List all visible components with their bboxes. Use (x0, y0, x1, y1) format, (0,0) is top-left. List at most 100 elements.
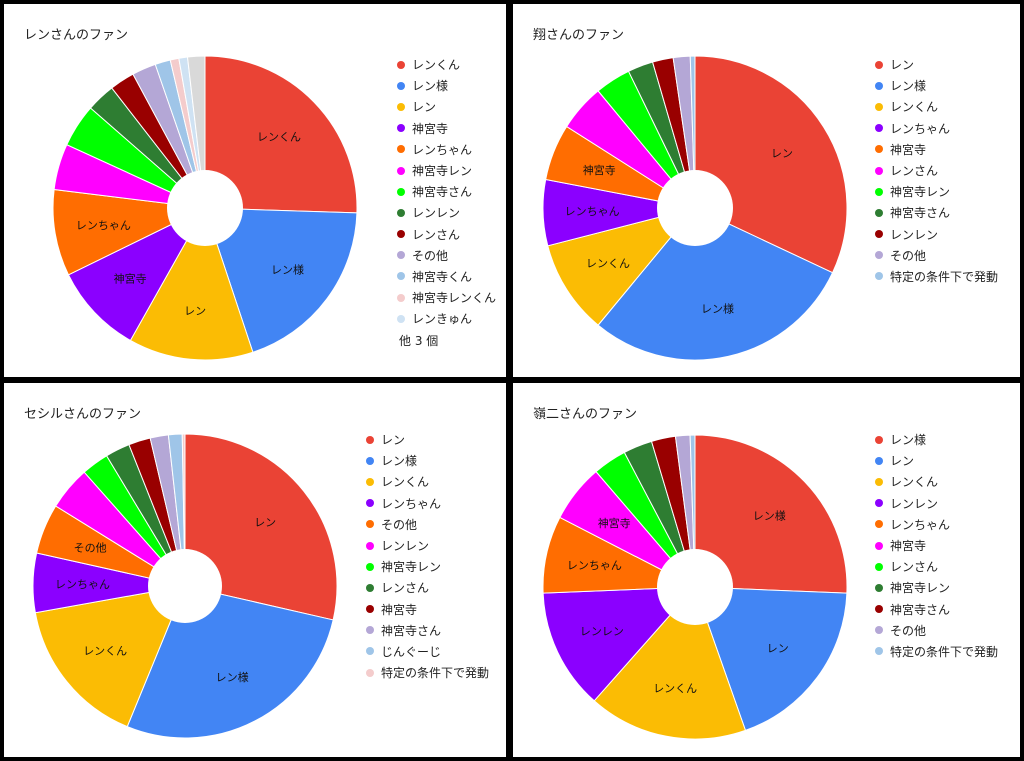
legend-swatch (397, 81, 405, 90)
legend-item[interactable]: その他 (366, 514, 489, 535)
slice-label: レンちゃん (55, 578, 110, 591)
slice-label: レン (771, 147, 793, 160)
pie-slice (52, 188, 207, 276)
chart-panel-cecil: セシルさんのファン レン レン様 レンくん レンちゃん その他 レン レン様 レンくん レンち… (4, 383, 506, 757)
legend-label: 神宮寺くん (412, 269, 473, 284)
legend-item[interactable]: レン (397, 96, 496, 117)
legend-item[interactable]: 特定の条件下で発動 (875, 641, 998, 662)
legend-item[interactable]: レン様 (875, 429, 998, 450)
pie-slice (181, 433, 186, 587)
legend-swatch (875, 435, 883, 444)
chart-title: 翔さんのファン (533, 28, 625, 43)
legend-label: レンレン (381, 539, 430, 554)
legend-item[interactable]: 神宮寺レン (397, 160, 496, 181)
legend-item[interactable]: レンレン (366, 535, 489, 556)
legend-label: その他 (890, 248, 927, 263)
legend-item[interactable]: レン (875, 54, 998, 75)
legend-item[interactable]: レンきゅん (397, 308, 496, 329)
legend-item[interactable]: 神宮寺レン (875, 577, 998, 598)
legend-item[interactable]: レン (875, 450, 998, 471)
legend-label: 神宮寺 (890, 539, 927, 554)
legend-item[interactable]: 神宮寺レンくん (397, 287, 496, 308)
legend-swatch (397, 314, 405, 323)
legend-item[interactable]: 神宮寺 (366, 599, 489, 620)
slice-label: レン様 (216, 670, 249, 684)
legend-more-link[interactable]: 他 3 個 (399, 333, 439, 348)
legend-label: レンレン (412, 206, 461, 221)
legend-swatch (875, 145, 883, 154)
legend-item[interactable]: レンレン (875, 224, 998, 245)
chart-title: レンさんのファン (24, 28, 129, 43)
legend-swatch (366, 562, 374, 571)
legend-item[interactable]: 神宮寺レン (366, 556, 489, 577)
legend-swatch (366, 647, 374, 656)
chart-legend: レンくん レン様 レン 神宮寺 レンちゃん神宮寺レン神宮寺さんレンレンレンさんその他神宮… (397, 54, 496, 351)
legend-item[interactable]: 特定の条件下で発動 (875, 266, 998, 287)
legend-label: レンさん (412, 227, 461, 242)
slice-label: 神宮寺 (598, 516, 631, 530)
slice-label: レン様 (701, 302, 734, 316)
legend-item[interactable]: 神宮寺さん (875, 202, 998, 223)
legend-item[interactable]: 神宮寺さん (397, 181, 496, 202)
legend-label: レンちゃん (381, 496, 442, 511)
legend-item[interactable]: レンさん (397, 224, 496, 245)
legend-item[interactable]: その他 (397, 245, 496, 266)
legend-label: レンさん (381, 581, 430, 596)
legend-item[interactable]: レンくん (397, 54, 496, 75)
legend-item[interactable]: その他 (875, 620, 998, 641)
legend-item[interactable]: レンくん (875, 471, 998, 492)
slice-label: 神宮寺 (114, 272, 147, 286)
legend-item[interactable]: レンちゃん (875, 118, 998, 139)
legend-item[interactable]: レン様 (366, 450, 489, 471)
legend-item[interactable]: 神宮寺さん (366, 620, 489, 641)
legend-item[interactable]: 神宮寺 (875, 535, 998, 556)
legend-item[interactable]: 神宮寺 (875, 139, 998, 160)
legend-item[interactable]: その他 (875, 245, 998, 266)
legend-item[interactable]: レン様 (397, 75, 496, 96)
legend-swatch (366, 583, 374, 592)
legend-item[interactable]: レンちゃん (397, 139, 496, 160)
legend-item[interactable]: 神宮寺さん (875, 599, 998, 620)
legend-label: レン (381, 433, 406, 448)
legend-item[interactable]: 神宮寺 (397, 118, 496, 139)
chart-legend: レンレン様 レンくんレンちゃんその他レンレン神宮寺レンレンさん神宮寺神宮寺さんじん… (366, 429, 489, 683)
legend-swatch (875, 499, 883, 508)
slice-label: レンちゃん (565, 205, 620, 218)
legend-item[interactable]: レンさん (366, 577, 489, 598)
legend-item[interactable]: レンくん (366, 471, 489, 492)
legend-item[interactable]: レン (366, 429, 489, 450)
legend-label: 神宮寺さん (890, 206, 951, 221)
chart-title: 嶺二さんのファン (533, 407, 638, 422)
legend-item[interactable]: レンちゃん (875, 514, 998, 535)
legend-item[interactable]: 特定の条件下で発動 (366, 662, 489, 683)
legend-item[interactable]: レンレン (397, 202, 496, 223)
legend-label: レンちゃん (890, 517, 951, 532)
legend-item[interactable]: じんぐーじ (366, 641, 489, 662)
legend-swatch (366, 520, 374, 529)
legend-swatch (875, 583, 883, 592)
legend-label: その他 (412, 248, 449, 263)
legend-item[interactable]: レンさん (875, 556, 998, 577)
pie-slice (694, 434, 848, 594)
slice-label: その他 (74, 541, 107, 554)
legend-label: 神宮寺さん (381, 623, 442, 638)
pie-slice (542, 586, 697, 702)
slice-label: レンくん (83, 644, 127, 657)
slice-label: レン (254, 516, 276, 529)
legend-swatch (875, 166, 883, 175)
legend-item[interactable]: レン様 (875, 75, 998, 96)
legend-item[interactable]: 神宮寺くん (397, 266, 496, 287)
pie-slice (186, 55, 206, 209)
pie-slice (129, 206, 254, 361)
legend-label: 神宮寺レン (412, 164, 473, 179)
legend-item[interactable]: レンくん (875, 96, 998, 117)
legend-item[interactable]: レンさん (875, 160, 998, 181)
legend-item[interactable]: レンレン (875, 493, 998, 514)
legend-item[interactable]: 神宮寺レン (875, 181, 998, 202)
legend-item[interactable]: レンちゃん (366, 493, 489, 514)
slice-label: レンちゃん (76, 219, 131, 232)
slice-label: 神宮寺 (583, 163, 616, 177)
